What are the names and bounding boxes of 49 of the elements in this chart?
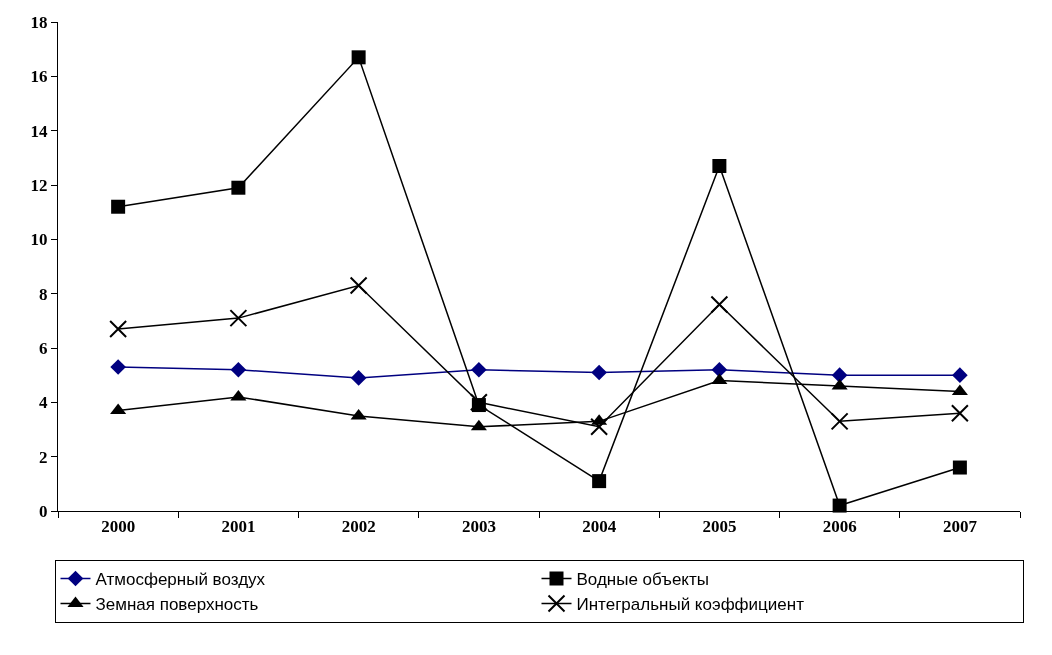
- y-tick-label: 12: [30, 175, 48, 195]
- legend-label: Интегральный коэффициент: [576, 595, 805, 615]
- point: [109, 319, 128, 338]
- point: [952, 367, 968, 383]
- point: [591, 364, 607, 381]
- y-tick-label: 0: [39, 501, 48, 521]
- y-tick-label: 14: [30, 121, 49, 141]
- x-tick-label: 2002: [341, 517, 376, 537]
- y-tick-label: 10: [30, 230, 48, 250]
- x-tick-label: 2000: [101, 517, 136, 537]
- y-tick-label: 6: [39, 338, 48, 358]
- point: [950, 404, 969, 423]
- point: [230, 389, 247, 401]
- point: [229, 309, 248, 328]
- x-tick-label: 2007: [942, 517, 978, 537]
- x-tick-label: 2006: [822, 517, 857, 537]
- x-tick-label: 2005: [702, 517, 737, 537]
- point: [832, 498, 847, 513]
- point: [590, 417, 609, 436]
- y-tick-label: 4: [39, 393, 49, 413]
- point: [111, 199, 126, 214]
- point: [110, 359, 126, 375]
- point: [711, 361, 728, 378]
- point: [470, 419, 487, 431]
- point: [351, 50, 366, 65]
- y-tick-label: 16: [30, 67, 48, 87]
- point: [230, 361, 247, 378]
- point: [711, 373, 728, 385]
- x-tick-label: 2001: [221, 517, 256, 537]
- point: [471, 361, 487, 378]
- point: [231, 180, 246, 195]
- point: [710, 295, 729, 314]
- point: [712, 158, 727, 173]
- y-tick-label: 18: [30, 12, 48, 32]
- point: [350, 408, 367, 420]
- y-tick-label: 2: [39, 447, 48, 467]
- legend-label: Атмосферный воздух: [95, 570, 266, 590]
- point: [831, 367, 848, 383]
- point: [830, 412, 849, 431]
- point: [349, 276, 368, 295]
- x-tick-label: 2004: [582, 517, 617, 537]
- legend-label: Водные объекты: [576, 570, 709, 590]
- y-tick-label: 8: [39, 284, 48, 304]
- legend-label: Земная поверхность: [95, 595, 259, 615]
- point: [469, 393, 488, 412]
- point: [952, 460, 967, 475]
- point: [592, 474, 607, 489]
- x-tick-label: 2003: [461, 517, 496, 537]
- point: [350, 370, 367, 386]
